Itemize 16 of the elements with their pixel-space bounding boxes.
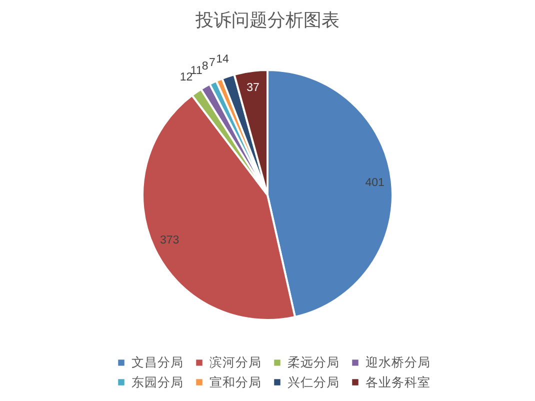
legend-label: 迎水桥分局 <box>366 354 430 370</box>
legend-label: 滨河分局 <box>210 354 262 370</box>
legend-label: 文昌分局 <box>132 354 184 370</box>
data-label: 12 <box>180 71 193 84</box>
data-label: 37 <box>246 82 260 94</box>
legend-label: 东园分局 <box>132 374 184 390</box>
data-label: 401 <box>365 177 384 190</box>
data-label: 7 <box>209 57 216 70</box>
data-label: 373 <box>160 234 180 247</box>
legend-label: 兴仁分局 <box>288 374 340 390</box>
chart-title: 投诉问题分析图表 <box>194 10 340 31</box>
legend-label: 柔远分局 <box>288 354 340 370</box>
legend-label: 宣和分局 <box>210 374 262 390</box>
legend-label: 各业务科室 <box>366 374 430 390</box>
data-label: 8 <box>202 60 208 72</box>
data-label: 14 <box>216 53 230 66</box>
